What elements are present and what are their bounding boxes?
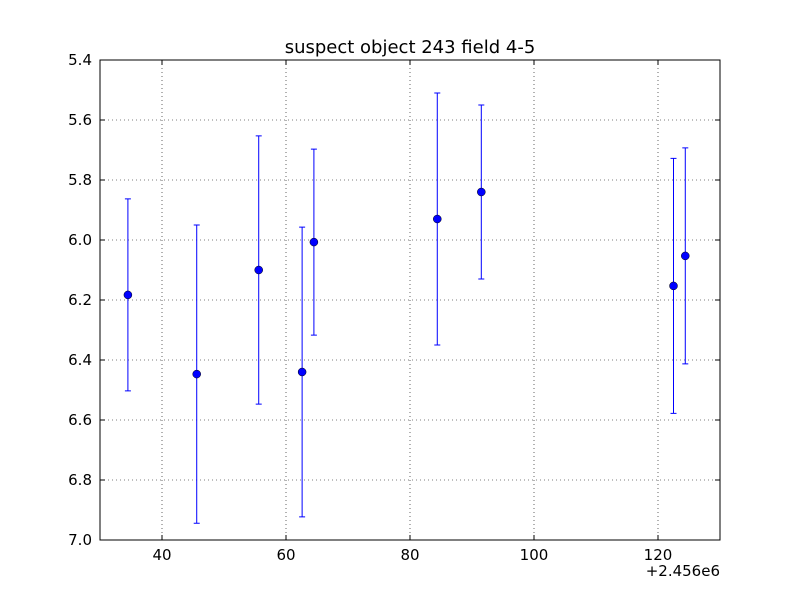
data-point — [681, 251, 690, 261]
y-tick-label: 5.4 — [68, 51, 92, 69]
data-point — [309, 237, 319, 247]
y-tick-label: 6.6 — [68, 411, 92, 429]
x-tick-label: 120 — [644, 546, 673, 564]
data-point — [297, 367, 307, 377]
chart-title: suspect object 243 field 4-5 — [285, 37, 536, 58]
x-tick-label: 80 — [400, 546, 419, 564]
data-point — [123, 290, 133, 300]
data-point — [477, 187, 486, 197]
x-tick-label: 60 — [276, 546, 295, 564]
x-tick-label: 40 — [152, 546, 171, 564]
y-tick-label: 5.8 — [68, 171, 92, 189]
y-tick-label: 5.6 — [68, 111, 92, 129]
y-tick-label: 6.4 — [68, 351, 92, 369]
plot-frame — [99, 59, 721, 541]
data-point — [669, 281, 678, 291]
y-tick-label: 6.2 — [68, 291, 92, 309]
y-tick-label: 7.0 — [68, 531, 92, 549]
y-tick-label: 6.0 — [68, 231, 92, 249]
data-point — [192, 369, 201, 379]
x-tick-label: 100 — [520, 546, 549, 564]
x-offset-label: +2.456e6 — [646, 562, 720, 580]
y-tick-label: 6.8 — [68, 471, 92, 489]
data-point — [254, 265, 263, 275]
data-point — [433, 214, 442, 224]
